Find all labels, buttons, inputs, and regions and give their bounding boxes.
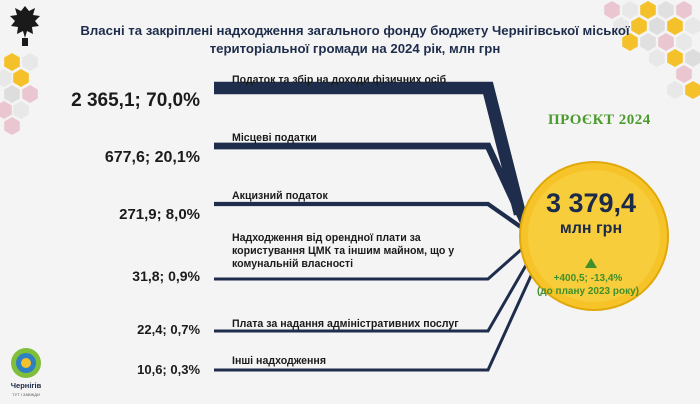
hexagon-right-14	[649, 49, 665, 67]
hexagon-right-13	[676, 33, 692, 51]
change-value: +400,5; -13,4%	[553, 273, 623, 284]
item-label-0: Податок та збір на доходи фізичних осіб	[232, 74, 447, 86]
item-label-3-line-2: користування ЦМК та іншим майном, що у	[232, 245, 455, 257]
hexagon-right-10	[622, 33, 638, 51]
item-value-2: 271,9; 8,0%	[119, 206, 200, 223]
hexagon-left-4	[4, 85, 20, 103]
hexagon-right-0	[604, 1, 620, 19]
item-value-0: 2 365,1; 70,0%	[71, 90, 200, 111]
item-value-3: 31,8; 0,9%	[132, 268, 200, 284]
city-logo-icon	[11, 348, 41, 378]
page-title-line-2: територіальної громади на 2024 рік, млн …	[209, 41, 501, 56]
hexagon-right-19	[685, 81, 700, 99]
total-unit: млн грн	[559, 220, 623, 237]
item-label-4: Плата за надання адміністративних послуг	[232, 318, 459, 330]
item-label-1: Місцеві податки	[232, 132, 317, 144]
hexagon-right-11	[640, 33, 656, 51]
change-block: +400,5; -13,4% (до плану 2023 року)	[528, 272, 648, 298]
total-block: 3 379,4 млн грн	[526, 188, 656, 240]
hexagon-right-15	[667, 49, 683, 67]
hexagon-right-16	[685, 49, 700, 67]
item-label-3: Надходження від орендної плати за корист…	[232, 232, 454, 271]
flow-line-5	[214, 255, 542, 372]
hexagon-left-2	[0, 69, 12, 87]
hexagon-right-17	[676, 65, 692, 83]
hexagon-right-5	[613, 17, 629, 35]
flow-line-0	[214, 81, 527, 216]
item-label-3-line-1: Надходження від орендної плати за	[232, 232, 421, 244]
hexagon-left-5	[22, 85, 38, 103]
total-value: 3 379,4	[545, 188, 637, 218]
city-logo-tagline: ТУТ І ЗАВЖДИ	[12, 392, 40, 397]
hexagon-right-3	[658, 1, 674, 19]
flow-line-1	[214, 142, 528, 226]
hexagon-right-6	[631, 17, 647, 35]
project-label: ПРОЄКТ 2024	[548, 112, 651, 128]
item-value-5: 10,6; 0,3%	[137, 362, 200, 377]
city-logo-name: Чернігів	[10, 381, 42, 390]
total-circle-inner	[528, 170, 660, 302]
hexagon-left-7	[13, 101, 29, 119]
item-value-4: 22,4; 0,7%	[137, 322, 200, 337]
hexagon-left-0	[4, 53, 20, 71]
item-label-5: Інші надходження	[232, 355, 326, 367]
flow-line-3	[214, 238, 533, 281]
item-label-3-line-3: комунальній власності	[232, 258, 354, 270]
hexagon-left-8	[4, 117, 20, 135]
hexagon-right-18	[667, 81, 683, 99]
up-arrow-icon	[585, 258, 597, 268]
hexagon-right-4	[676, 1, 692, 19]
flow-line-4	[214, 247, 538, 333]
item-label-2: Акцизний податок	[232, 190, 328, 202]
hexagon-left-3	[13, 69, 29, 87]
coat-of-arms-icon	[10, 6, 40, 46]
hexagon-right-9	[685, 17, 700, 35]
hexagon-left-1	[22, 53, 38, 71]
page-title-line-1: Власні та закріплені надходження загальн…	[80, 23, 630, 38]
hexagon-right-7	[649, 17, 665, 35]
hexagon-right-2	[640, 1, 656, 19]
hexagon-right-8	[667, 17, 683, 35]
item-value-1: 677,6; 20,1%	[104, 149, 200, 166]
change-note: (до плану 2023 року)	[536, 286, 640, 297]
flow-line-2	[214, 201, 530, 234]
hexagon-right-12	[658, 33, 674, 51]
hexagon-right-1	[622, 1, 638, 19]
page-title: Власні та закріплені надходження загальн…	[60, 22, 650, 58]
hexagon-left-6	[0, 101, 12, 119]
